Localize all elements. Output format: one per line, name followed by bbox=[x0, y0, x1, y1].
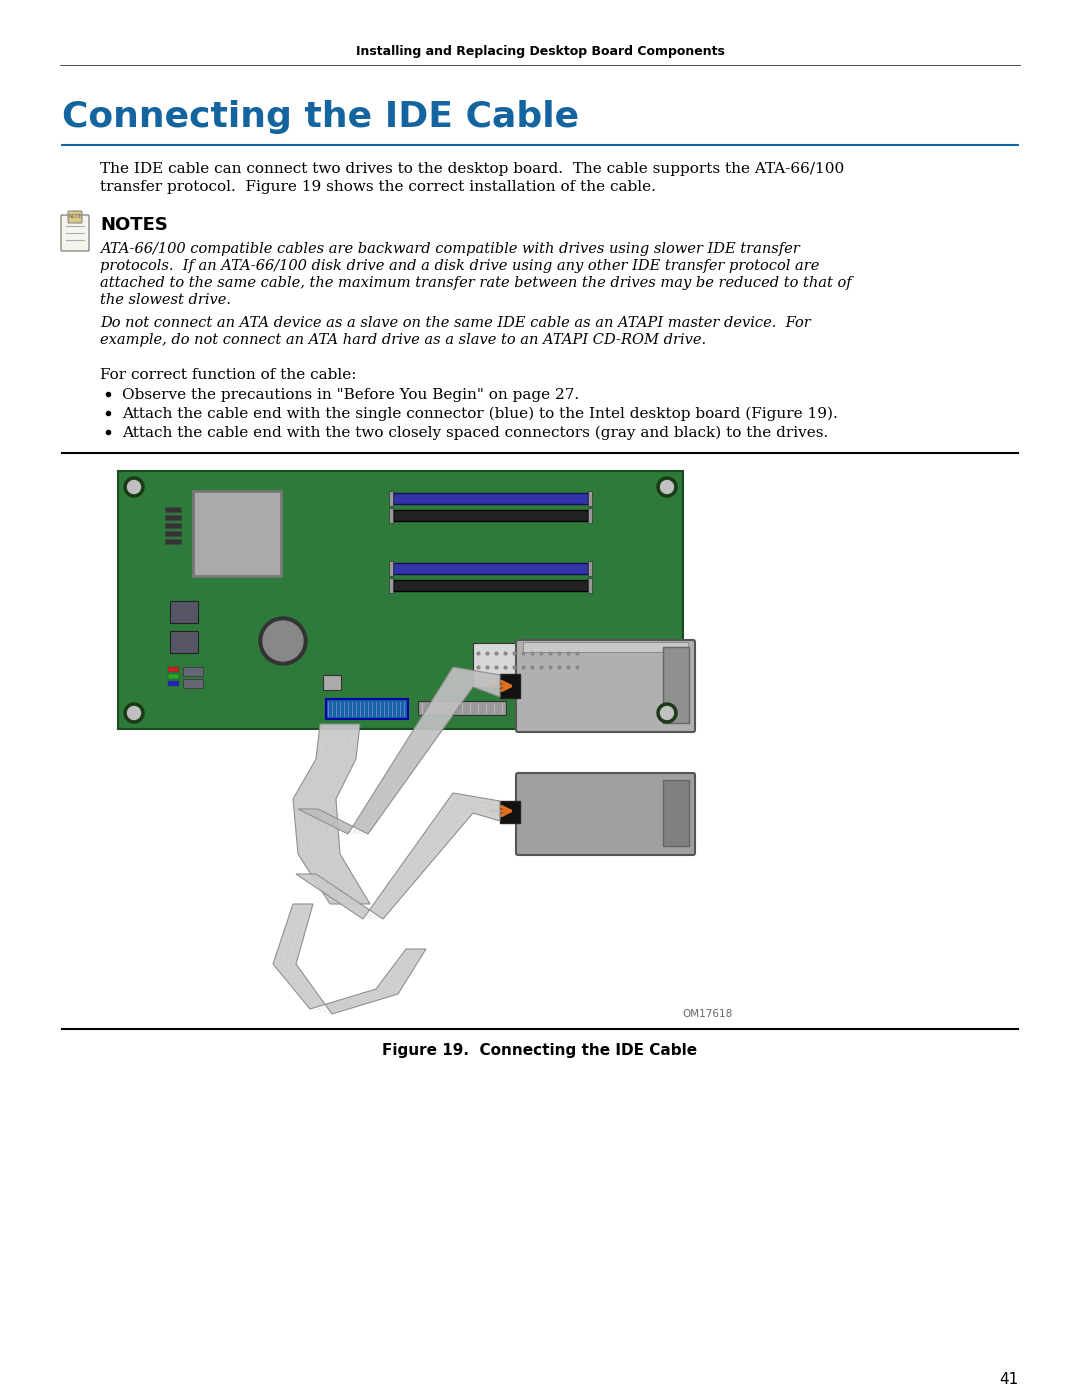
FancyBboxPatch shape bbox=[170, 631, 198, 652]
FancyBboxPatch shape bbox=[165, 507, 181, 511]
Text: NOTES: NOTES bbox=[100, 217, 167, 235]
FancyBboxPatch shape bbox=[523, 643, 688, 652]
FancyBboxPatch shape bbox=[608, 643, 652, 693]
FancyBboxPatch shape bbox=[389, 578, 393, 592]
FancyBboxPatch shape bbox=[588, 562, 592, 576]
Text: Figure 19.  Connecting the IDE Cable: Figure 19. Connecting the IDE Cable bbox=[382, 1044, 698, 1058]
Text: Observe the precautions in "Before You Begin" on page 27.: Observe the precautions in "Before You B… bbox=[122, 388, 579, 402]
Text: the slowest drive.: the slowest drive. bbox=[100, 293, 231, 307]
FancyBboxPatch shape bbox=[62, 457, 1018, 1027]
Polygon shape bbox=[296, 793, 500, 919]
FancyBboxPatch shape bbox=[500, 800, 519, 823]
FancyBboxPatch shape bbox=[588, 490, 592, 506]
FancyBboxPatch shape bbox=[170, 601, 198, 623]
Text: NOTE: NOTE bbox=[68, 215, 82, 219]
Circle shape bbox=[661, 481, 674, 493]
FancyBboxPatch shape bbox=[389, 490, 393, 506]
FancyBboxPatch shape bbox=[393, 580, 588, 591]
FancyBboxPatch shape bbox=[68, 211, 82, 224]
Circle shape bbox=[259, 617, 307, 665]
FancyBboxPatch shape bbox=[588, 578, 592, 592]
Text: Attach the cable end with the two closely spaced connectors (gray and black) to : Attach the cable end with the two closel… bbox=[122, 426, 828, 440]
Text: For correct function of the cable:: For correct function of the cable: bbox=[100, 367, 356, 381]
Circle shape bbox=[127, 481, 140, 493]
FancyBboxPatch shape bbox=[663, 780, 689, 847]
Text: example, do not connect an ATA hard drive as a slave to an ATAPI CD-ROM drive.: example, do not connect an ATA hard driv… bbox=[100, 332, 706, 346]
Text: Do not connect an ATA device as a slave on the same IDE cable as an ATAPI master: Do not connect an ATA device as a slave … bbox=[100, 316, 811, 330]
FancyBboxPatch shape bbox=[393, 493, 588, 504]
FancyBboxPatch shape bbox=[473, 643, 588, 687]
Polygon shape bbox=[298, 666, 500, 834]
Text: OM17618: OM17618 bbox=[683, 1009, 733, 1018]
FancyBboxPatch shape bbox=[418, 701, 507, 715]
FancyBboxPatch shape bbox=[165, 539, 181, 543]
Circle shape bbox=[127, 707, 140, 719]
FancyBboxPatch shape bbox=[165, 522, 181, 528]
FancyBboxPatch shape bbox=[165, 531, 181, 536]
FancyBboxPatch shape bbox=[183, 679, 203, 687]
Polygon shape bbox=[293, 724, 370, 904]
Text: ATA-66/100 compatible cables are backward compatible with drives using slower ID: ATA-66/100 compatible cables are backwar… bbox=[100, 242, 800, 256]
Text: Connecting the IDE Cable: Connecting the IDE Cable bbox=[62, 101, 579, 134]
FancyBboxPatch shape bbox=[326, 698, 408, 719]
FancyBboxPatch shape bbox=[516, 640, 696, 732]
FancyBboxPatch shape bbox=[183, 666, 203, 676]
Circle shape bbox=[264, 622, 303, 661]
FancyBboxPatch shape bbox=[389, 562, 393, 576]
Text: protocols.  If an ATA-66/100 disk drive and a disk drive using any other IDE tra: protocols. If an ATA-66/100 disk drive a… bbox=[100, 258, 820, 272]
FancyBboxPatch shape bbox=[663, 647, 689, 724]
Text: attached to the same cable, the maximum transfer rate between the drives may be : attached to the same cable, the maximum … bbox=[100, 277, 852, 291]
Text: transfer protocol.  Figure 19 shows the correct installation of the cable.: transfer protocol. Figure 19 shows the c… bbox=[100, 180, 656, 194]
FancyBboxPatch shape bbox=[500, 673, 519, 698]
FancyBboxPatch shape bbox=[588, 509, 592, 522]
FancyBboxPatch shape bbox=[165, 515, 181, 520]
FancyBboxPatch shape bbox=[118, 471, 683, 729]
FancyBboxPatch shape bbox=[393, 563, 588, 574]
Circle shape bbox=[657, 476, 677, 497]
FancyBboxPatch shape bbox=[168, 666, 179, 672]
Text: Attach the cable end with the single connector (blue) to the Intel desktop board: Attach the cable end with the single con… bbox=[122, 407, 838, 422]
FancyBboxPatch shape bbox=[168, 680, 179, 686]
Text: The IDE cable can connect two drives to the desktop board.  The cable supports t: The IDE cable can connect two drives to … bbox=[100, 162, 845, 176]
Polygon shape bbox=[273, 904, 426, 1014]
FancyBboxPatch shape bbox=[193, 490, 281, 576]
FancyBboxPatch shape bbox=[393, 510, 588, 521]
Circle shape bbox=[661, 707, 674, 719]
Circle shape bbox=[124, 476, 144, 497]
FancyBboxPatch shape bbox=[168, 673, 179, 679]
FancyBboxPatch shape bbox=[389, 509, 393, 522]
Text: 41: 41 bbox=[999, 1372, 1018, 1387]
Circle shape bbox=[124, 703, 144, 724]
Circle shape bbox=[657, 703, 677, 724]
FancyBboxPatch shape bbox=[60, 215, 89, 251]
FancyBboxPatch shape bbox=[516, 773, 696, 855]
FancyBboxPatch shape bbox=[323, 675, 341, 690]
Text: Installing and Replacing Desktop Board Components: Installing and Replacing Desktop Board C… bbox=[355, 45, 725, 59]
